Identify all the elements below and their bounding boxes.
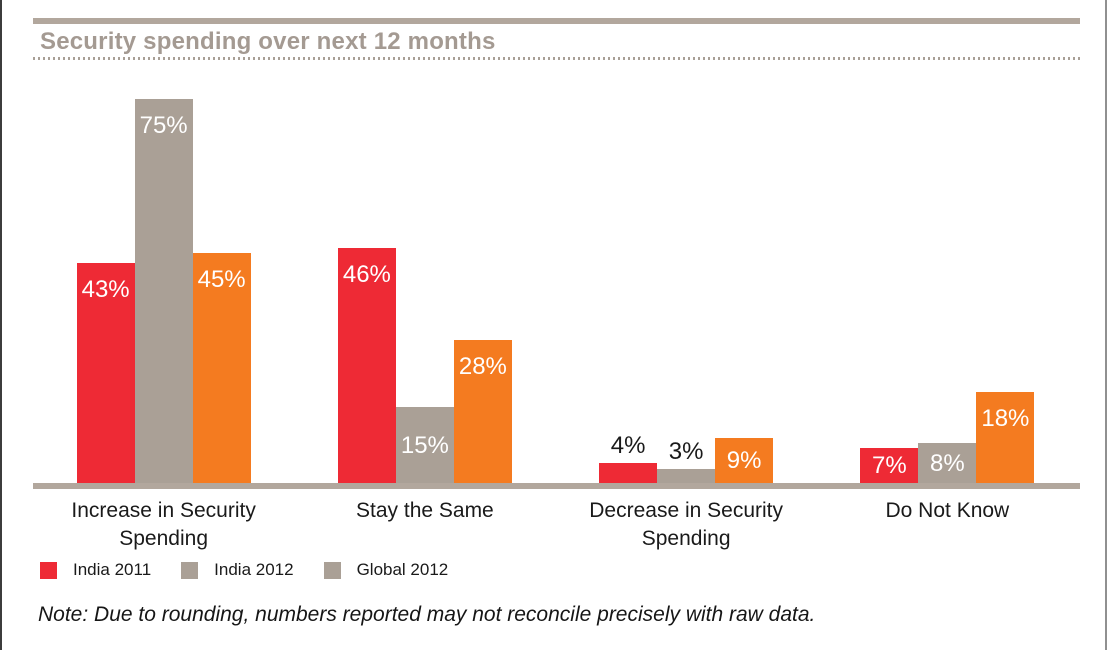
legend-swatch-icon <box>181 561 199 579</box>
category-label-stay-the-same: Stay the Same <box>356 499 494 522</box>
bar-india-2011-decrease-in-security-spending: 4% <box>599 432 658 484</box>
category-label-decrease-in-security-spending: Decrease in Security Spending <box>589 499 783 550</box>
chart-title: Security spending over next 12 months <box>40 28 496 55</box>
bar-india-2011-stay-the-same: 46% <box>337 248 396 484</box>
category-label-increase-in-security-spending: Increase in Security Spending <box>71 499 256 550</box>
bar-india-2012-decrease-in-security-spending: 3% <box>657 438 716 484</box>
chart-legend: India 2011 India 2012 Global 2012 <box>40 560 448 580</box>
page-left-border <box>0 0 2 650</box>
bar-value-label: 8% <box>930 449 965 477</box>
bar-value-label: 3% <box>668 438 704 465</box>
legend-label: India 2012 <box>214 560 294 579</box>
bar-india-2011-increase-in-security-spending: 43% <box>76 263 135 484</box>
legend-item-global-2012: Global 2012 <box>323 560 449 580</box>
bar-value-label: 43% <box>81 276 130 303</box>
x-axis-category-labels: Increase in Security Spending Stay the Sa… <box>33 497 1078 553</box>
legend-item-india-2012: India 2012 <box>181 560 294 580</box>
bar-global-2012-stay-the-same: 28% <box>453 340 512 484</box>
bar-value-label: 45% <box>197 266 246 293</box>
bar-chart-plot-area: 43% 75% 45% 46% 15% 28% 4% 3% 9% 7% 8% 18% <box>33 90 1078 484</box>
page-right-border <box>1105 0 1107 650</box>
bar-value-label: 15% <box>400 431 449 459</box>
legend-item-india-2011: India 2011 <box>40 560 151 580</box>
legend-label: Global 2012 <box>356 560 449 579</box>
legend-label: India 2011 <box>73 560 152 579</box>
bar-india-2012-stay-the-same: 15% <box>395 407 454 484</box>
bar-value-label: 46% <box>342 261 391 288</box>
bar-global-2012-do-not-know: 18% <box>976 392 1035 484</box>
bar-value-label: 28% <box>458 353 507 380</box>
legend-swatch-icon <box>323 561 341 579</box>
title-dotted-rule <box>33 57 1080 60</box>
bar-value-label: 9% <box>726 447 762 474</box>
footnote: Note: Due to rounding, numbers reported … <box>38 603 816 626</box>
bar-global-2012-increase-in-security-spending: 45% <box>192 253 251 484</box>
category-label-do-not-know: Do Not Know <box>885 499 1010 522</box>
title-top-rule <box>33 18 1080 24</box>
bar-india-2011-do-not-know: 7% <box>860 448 919 484</box>
x-axis-line <box>33 483 1080 489</box>
bar-global-2012-decrease-in-security-spending: 9% <box>715 438 774 484</box>
bar-value-label: 18% <box>981 405 1030 432</box>
bar-india-2012-increase-in-security-spending: 75% <box>134 99 193 484</box>
legend-swatch-icon <box>40 561 57 579</box>
bar-value-label: 7% <box>872 452 907 479</box>
bar-india-2012-do-not-know: 8% <box>918 443 977 484</box>
bar-value-label: 75% <box>139 112 188 139</box>
bar-value-label: 4% <box>610 432 646 459</box>
